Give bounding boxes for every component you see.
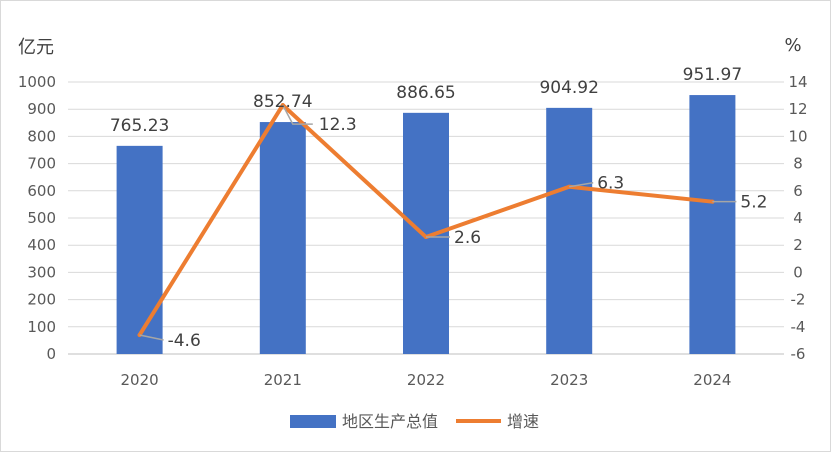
- y-right-tick-label: -2: [791, 291, 806, 309]
- y-left-tick-label: 800: [27, 127, 56, 145]
- line-value-label: 2.6: [454, 228, 481, 248]
- y-right-tick-label: 12: [788, 100, 807, 118]
- bar-value-label: 886.65: [396, 83, 455, 103]
- legend-label-line: 增速: [507, 412, 539, 431]
- y-left-unit: 亿元: [18, 37, 54, 58]
- y-right-tick-label: -6: [791, 345, 806, 363]
- y-right-tick-label: 10: [788, 127, 807, 145]
- y-left-tick-label: 600: [27, 182, 56, 200]
- y-left-tick-label: 700: [27, 155, 56, 173]
- data-labels: 765.23 852.74 886.65 904.92 951.97 -4.6 12.3 2.…: [110, 65, 768, 351]
- y-right-tick-label: 4: [793, 209, 803, 227]
- label-leader-line: [569, 181, 594, 188]
- y-left-tick-label: 500: [27, 209, 56, 227]
- legend-label-bar: 地区生产总值: [342, 412, 438, 431]
- bar-value-label: 852.74: [253, 92, 312, 112]
- label-leader-line: [139, 334, 164, 341]
- y-left-tick-label: 900: [27, 100, 56, 118]
- line-value-label: 6.3: [597, 174, 624, 194]
- label-leader-lines: [139, 104, 737, 341]
- bar: [116, 145, 163, 354]
- label-leader-line: [282, 104, 313, 125]
- y-right-unit: %: [784, 35, 801, 56]
- bar: [259, 122, 306, 354]
- y-right-tick-label: 6: [793, 182, 803, 200]
- y-left-tick-label: 0: [46, 345, 56, 363]
- y-left-tick-label: 1000: [18, 73, 56, 91]
- bar: [546, 107, 593, 355]
- bar-value-label: 765.23: [110, 116, 169, 136]
- y-right-tick-label: 2: [793, 236, 803, 254]
- x-tick-label: 2020: [121, 371, 159, 389]
- y-left-tick-label: 200: [27, 291, 56, 309]
- x-tick-label: 2021: [264, 371, 302, 389]
- line-value-label: 12.3: [319, 115, 357, 135]
- y-right-tick-label: 14: [788, 73, 807, 91]
- line-value-label: 5.2: [740, 193, 767, 213]
- axes: 0 100 200 300 400 500 600 700 800 900 1000 -6 -4 -2 0 2…: [18, 35, 808, 389]
- line-value-label: -4.6: [168, 331, 201, 351]
- y-right-tick-label: 0: [793, 263, 803, 281]
- x-tick-label: 2022: [407, 371, 445, 389]
- legend: 地区生产总值 增速: [290, 412, 539, 431]
- y-left-tick-label: 400: [27, 236, 56, 254]
- y-left-tick-label: 100: [27, 318, 56, 336]
- x-tick-label: 2023: [550, 371, 588, 389]
- bar-value-label: 951.97: [683, 65, 742, 85]
- x-tick-label: 2024: [693, 371, 731, 389]
- y-right-tick-label: 8: [793, 155, 803, 173]
- bar-series: [116, 95, 736, 355]
- bar-value-label: 904.92: [539, 78, 598, 98]
- legend-swatch-bar: [290, 415, 336, 428]
- y-left-tick-label: 300: [27, 263, 56, 281]
- bar: [689, 95, 736, 355]
- y-right-tick-label: -4: [791, 318, 806, 336]
